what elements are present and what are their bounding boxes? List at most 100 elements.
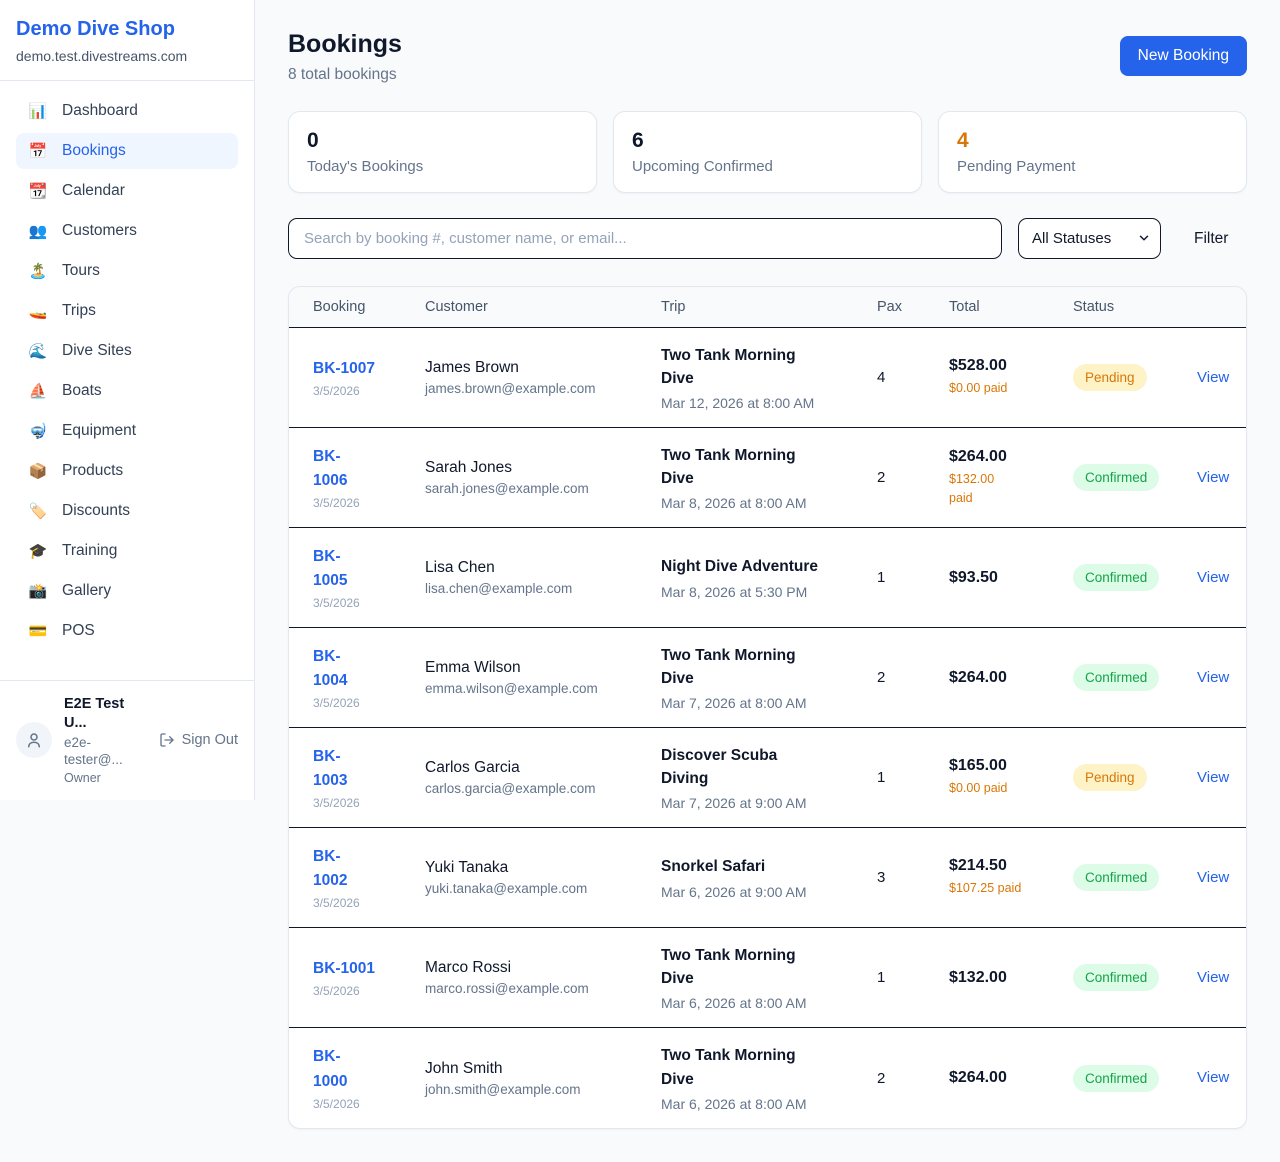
user-role: Owner [64, 770, 101, 785]
trip-datetime: Mar 12, 2026 at 8:00 AM [661, 395, 815, 412]
total-amount: $264.00 [949, 668, 1007, 686]
booking-id-link[interactable]: BK- 1004 [313, 647, 348, 689]
view-link[interactable]: View [1197, 868, 1230, 886]
status-badge: Confirmed [1073, 464, 1160, 491]
sidebar: Demo Dive Shop demo.test.divestreams.com… [0, 0, 255, 800]
status-badge: Pending [1073, 764, 1147, 791]
total-amount: $528.00 [949, 357, 1007, 375]
customer-name: Yuki Tanaka [425, 859, 509, 876]
customer-name: Carlos Garcia [425, 759, 520, 776]
sidebar-item-label: POS [62, 622, 95, 639]
status-filter-select[interactable]: All Statuses [1018, 218, 1161, 259]
trip-name: Snorkel Safari [661, 858, 766, 876]
new-booking-button[interactable]: New Booking [1119, 36, 1247, 76]
table-row: BK-1007 3/5/2026 James Brown james.brown… [289, 328, 1246, 428]
sidebar-item-label: Calendar [62, 182, 125, 199]
view-link[interactable]: View [1197, 468, 1230, 486]
header-pax: Pax [877, 299, 902, 315]
sign-out-button[interactable]: Sign Out [159, 732, 238, 748]
sidebar-nav: 📊 Dashboard 📅 Bookings 📆 Calendar 👥 Cust… [0, 81, 254, 680]
view-link[interactable]: View [1197, 968, 1230, 986]
booking-id-link[interactable]: BK- 1006 [313, 447, 348, 489]
desert-island-icon: 🏝️ [28, 263, 48, 280]
status-badge: Confirmed [1073, 564, 1160, 591]
avatar [16, 722, 52, 759]
customer-email: marco.rossi@example.com [425, 981, 589, 996]
sidebar-item-label: Trips [62, 302, 96, 319]
stat-value: 6 [632, 129, 644, 152]
sidebar-item-customers[interactable]: 👥 Customers [16, 213, 238, 249]
booking-date: 3/5/2026 [313, 1096, 360, 1111]
sidebar-user-section: E2E Test U... e2e-tester@... Owner Sign … [0, 679, 254, 800]
credit-card-icon: 💳 [28, 623, 48, 640]
sidebar-item-dashboard[interactable]: 📊 Dashboard [16, 93, 238, 129]
total-bookings-count: 8 total bookings [288, 66, 397, 83]
calendar-icon: 📅 [28, 143, 48, 160]
trip-name: Two Tank Morning Dive [661, 646, 796, 687]
shop-domain: demo.test.divestreams.com [16, 48, 188, 64]
pax-count: 3 [877, 869, 886, 886]
stat-label: Upcoming Confirmed [632, 158, 773, 175]
camera-icon: 📸 [28, 583, 48, 600]
bookings-table: Booking Customer Trip Pax Total Status B… [288, 286, 1247, 1129]
main-content: Bookings 8 total bookings New Booking 0 … [255, 0, 1280, 1159]
sidebar-item-label: Training [62, 542, 118, 559]
search-input[interactable] [288, 218, 1002, 259]
view-link[interactable]: View [1197, 368, 1230, 386]
view-link[interactable]: View [1197, 568, 1230, 586]
booking-date: 3/5/2026 [313, 796, 360, 811]
trip-datetime: Mar 7, 2026 at 9:00 AM [661, 795, 807, 812]
sidebar-item-training[interactable]: 🎓 Training [16, 533, 238, 569]
diving-mask-icon: 🤿 [28, 423, 48, 440]
pax-count: 2 [877, 469, 886, 486]
customer-email: lisa.chen@example.com [425, 581, 573, 596]
stat-value: 4 [957, 129, 969, 152]
user-name: E2E Test U... [64, 695, 125, 731]
sidebar-item-pos[interactable]: 💳 POS [16, 613, 238, 649]
sidebar-item-label: Customers [62, 222, 137, 239]
booking-id-link[interactable]: BK-1001 [313, 959, 376, 977]
sidebar-item-tours[interactable]: 🏝️ Tours [16, 253, 238, 289]
sidebar-item-label: Dive Sites [62, 342, 132, 359]
sidebar-item-equipment[interactable]: 🤿 Equipment [16, 413, 238, 449]
speedboat-icon: 🚤 [28, 303, 48, 320]
trip-name: Two Tank Morning Dive [661, 946, 796, 987]
booking-id-link[interactable]: BK- 1005 [313, 547, 348, 589]
paid-amount: $107.25 paid [949, 881, 1022, 896]
customer-email: sarah.jones@example.com [425, 481, 589, 496]
sidebar-item-gallery[interactable]: 📸 Gallery [16, 573, 238, 609]
sidebar-item-bookings[interactable]: 📅 Bookings [16, 133, 238, 169]
sidebar-item-label: Bookings [62, 142, 126, 159]
header-trip: Trip [661, 299, 686, 315]
sidebar-item-products[interactable]: 📦 Products [16, 453, 238, 489]
trip-datetime: Mar 8, 2026 at 8:00 AM [661, 495, 807, 512]
booking-id-link[interactable]: BK- 1003 [313, 747, 348, 789]
stat-value: 0 [307, 129, 319, 152]
sidebar-item-label: Dashboard [62, 102, 138, 119]
view-link[interactable]: View [1197, 768, 1230, 786]
pax-count: 2 [877, 669, 886, 686]
sidebar-item-dive-sites[interactable]: 🌊 Dive Sites [16, 333, 238, 369]
table-row: BK-1001 3/5/2026 Marco Rossi marco.rossi… [289, 928, 1246, 1028]
stat-todays-bookings: 0 Today's Bookings [288, 111, 597, 193]
filters-row: All Statuses Filter [288, 218, 1247, 259]
sidebar-item-discounts[interactable]: 🏷️ Discounts [16, 493, 238, 529]
view-link[interactable]: View [1197, 668, 1230, 686]
booking-id-link[interactable]: BK- 1002 [313, 847, 348, 889]
table-row: BK- 1002 3/5/2026 Yuki Tanaka yuki.tanak… [289, 828, 1246, 928]
sidebar-item-calendar[interactable]: 📆 Calendar [16, 173, 238, 209]
sidebar-item-trips[interactable]: 🚤 Trips [16, 293, 238, 329]
booking-date: 3/5/2026 [313, 496, 360, 511]
header-customer: Customer [425, 299, 488, 315]
trip-name: Night Dive Adventure [661, 558, 819, 576]
trip-datetime: Mar 6, 2026 at 9:00 AM [661, 883, 807, 900]
trip-datetime: Mar 6, 2026 at 8:00 AM [661, 1095, 807, 1112]
sidebar-item-label: Equipment [62, 422, 137, 439]
sidebar-item-boats[interactable]: ⛵ Boats [16, 373, 238, 409]
status-badge: Pending [1073, 364, 1147, 391]
booking-id-link[interactable]: BK-1007 [313, 359, 376, 377]
booking-id-link[interactable]: BK- 1000 [313, 1048, 348, 1090]
view-link[interactable]: View [1197, 1069, 1230, 1086]
total-amount: $165.00 [949, 757, 1007, 775]
filter-button[interactable]: Filter [1194, 229, 1229, 247]
